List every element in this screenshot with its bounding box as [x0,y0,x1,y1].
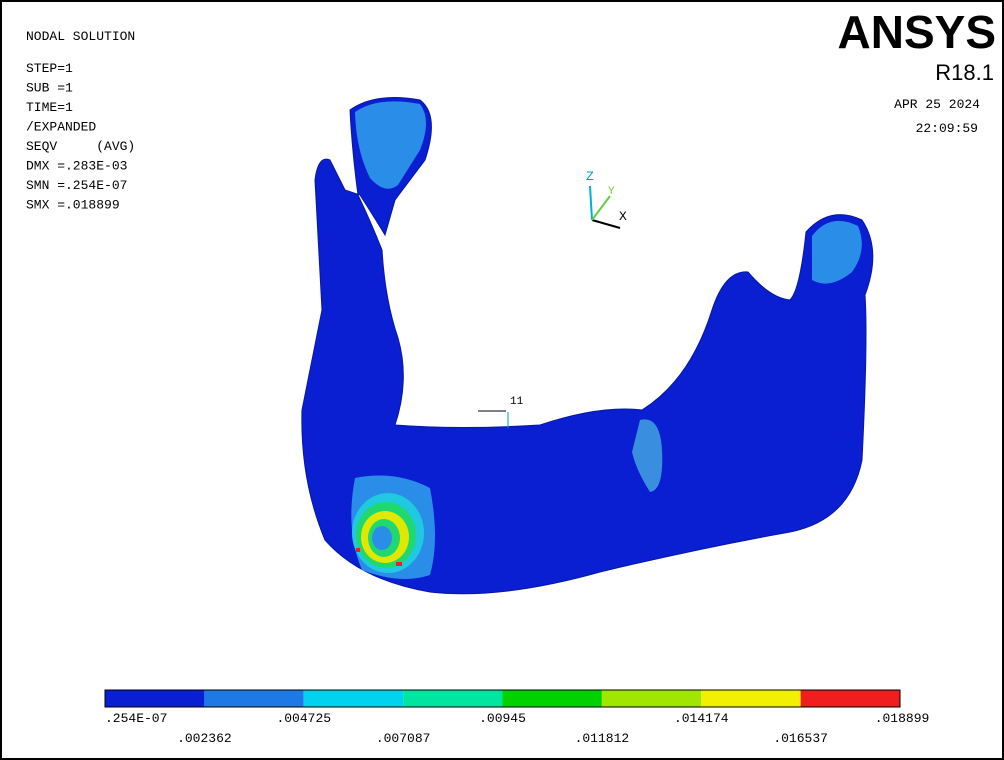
date: APR 25 2024 [894,97,980,112]
legend-label: .254E-07 [105,711,167,726]
legend-swatch [502,690,602,707]
info-line: SUB =1 [26,81,73,96]
info-line: /EXPANDED [26,120,96,135]
legend-swatch [204,690,304,707]
legend-label: .016537 [773,731,828,746]
legend-border [104,689,901,708]
legend-label: .002362 [177,731,232,746]
legend-label: .004725 [276,711,331,726]
version: R18.1 [935,60,994,85]
info-line: STEP=1 [26,61,73,76]
triad-z [589,185,593,221]
triad-y-label: Y [608,186,615,198]
legend-label: .007087 [376,731,431,746]
triad-x [591,219,621,229]
legend-swatch [601,690,702,707]
info-line: SMN =.254E-07 [26,178,127,193]
legend-swatch [403,690,503,707]
logo: ANSYS [838,6,996,58]
node-label: 11 [510,396,524,408]
legend-label: .018899 [875,711,930,726]
triad-x-label: X [619,209,627,224]
legend-swatch [800,690,900,707]
legend-swatch [303,690,404,707]
info-line: SEQV (AVG) [26,139,135,154]
legend-label: .00945 [479,711,526,726]
info-line: TIME=1 [26,100,73,115]
legend-label: .011812 [575,731,630,746]
info-title: NODAL SOLUTION [26,29,135,44]
info-line: SMX =.018899 [26,198,120,213]
mandible [301,97,874,595]
info-line: DMX =.283E-03 [26,159,127,174]
legend-swatch [105,690,205,707]
triad-z-label: Z [586,169,594,184]
legend-swatch [701,690,801,707]
legend-label: .014174 [674,711,729,726]
time: 22:09:59 [916,121,978,136]
triad-y [591,195,611,221]
legend: .254E-07 .002362 .004725 .007087 .00945 .0118… [104,689,930,746]
info-block: STEP=1 SUB =1 TIME=1/EXPANDED SEQV (AVG) DMX… [26,61,135,213]
